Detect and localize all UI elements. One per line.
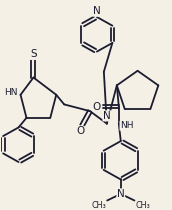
Text: HN: HN bbox=[4, 88, 17, 97]
Text: O: O bbox=[93, 101, 101, 112]
Text: N: N bbox=[103, 111, 111, 121]
Text: NH: NH bbox=[120, 121, 133, 130]
Text: N: N bbox=[117, 189, 125, 199]
Text: CH₃: CH₃ bbox=[92, 201, 106, 210]
Text: N: N bbox=[93, 6, 101, 16]
Text: CH₃: CH₃ bbox=[135, 201, 150, 210]
Text: S: S bbox=[30, 50, 37, 59]
Text: O: O bbox=[76, 126, 84, 136]
